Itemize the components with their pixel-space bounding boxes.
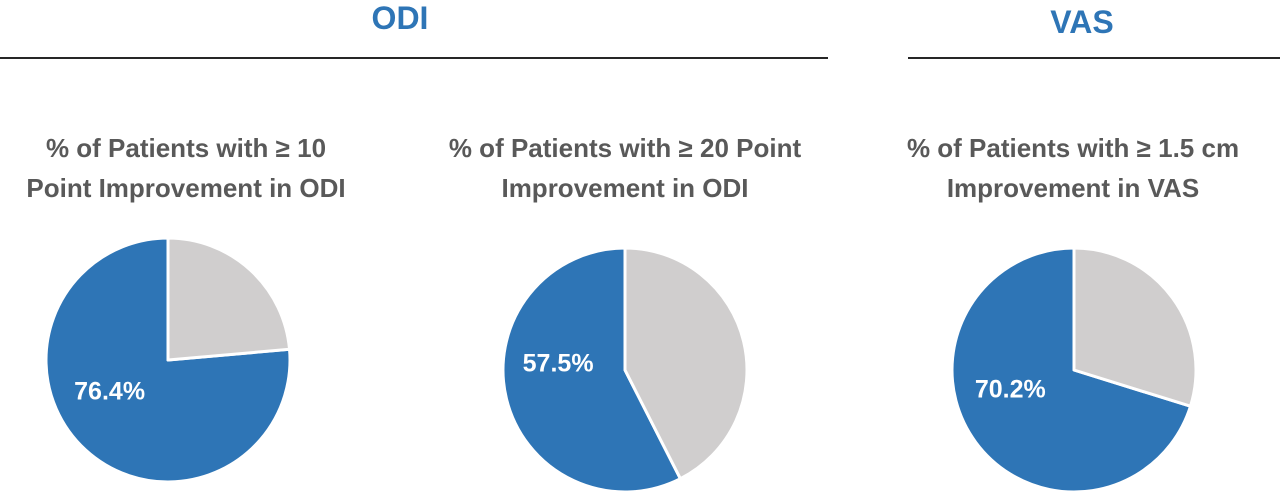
odi-10-title-line-2: Point Improvement in ODI bbox=[26, 173, 346, 203]
odi-20-title-line-1: % of Patients with ≥ 20 Point bbox=[448, 133, 802, 163]
vas-chart-title: % of Patients with ≥ 1.5 cm Improvement … bbox=[878, 128, 1268, 208]
odi-20-title-line-2: Improvement in ODI bbox=[501, 173, 749, 203]
vas-title-line-2: Improvement in VAS bbox=[946, 173, 1200, 203]
odi-20-improved-slice bbox=[501, 246, 682, 494]
odi-20-pie-chart: 57.5% bbox=[501, 246, 749, 494]
vas-not-improved-slice bbox=[1072, 246, 1198, 408]
odi-20-not-improved-slice bbox=[623, 246, 749, 481]
odi-10-not-improved-slice bbox=[166, 236, 292, 362]
vas-improved-slice bbox=[950, 246, 1192, 494]
vas-pie-chart: 70.2% bbox=[950, 246, 1198, 494]
odi-10-chart-title: % of Patients with ≥ 10 Point Improvemen… bbox=[0, 128, 372, 208]
vas-percent-label: 70.2% bbox=[975, 376, 1046, 404]
odi-10-pie-chart: 76.4% bbox=[44, 236, 292, 484]
odi-section-title: ODI bbox=[371, 0, 429, 36]
vas-section-divider bbox=[908, 57, 1280, 59]
vas-title-line-1: % of Patients with ≥ 1.5 cm bbox=[906, 133, 1240, 163]
odi-20-percent-label: 57.5% bbox=[523, 349, 594, 377]
odi-10-title-line-1: % of Patients with ≥ 10 bbox=[45, 133, 327, 163]
odi-section-divider bbox=[0, 57, 828, 59]
odi-20-chart-title: % of Patients with ≥ 20 Point Improvemen… bbox=[420, 128, 830, 208]
vas-section-title: VAS bbox=[1050, 4, 1114, 40]
odi-10-percent-label: 76.4% bbox=[74, 378, 145, 406]
